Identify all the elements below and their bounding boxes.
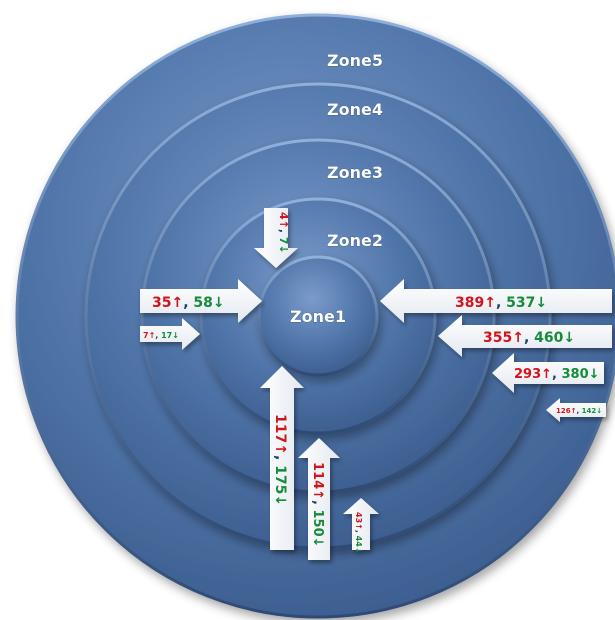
arrow-bottom-43-label: 43↑, 44↓ <box>354 512 363 554</box>
zone1-core <box>257 255 379 377</box>
arrow-left-7-label: 7↑, 17↓ <box>143 331 179 340</box>
flow-arrow-right-293: 293↑, 380↓ <box>492 353 604 393</box>
flow-arrow-bottom-114: 114↑, 150↓ <box>298 438 340 560</box>
zone-rings <box>15 13 615 619</box>
flow-arrow-left-7: 7↑, 17↓ <box>140 318 200 350</box>
arrow-left-35-label: 35↑, 58↓ <box>152 295 225 311</box>
flow-arrow-bottom-117: 117↑, 175↓ <box>260 366 304 550</box>
arrow-right-126-label: 126↑, 142↓ <box>556 407 602 415</box>
flow-arrow-bottom-43: 43↑, 44↓ <box>343 498 379 554</box>
zone4-label: Zone4 <box>327 100 383 119</box>
flow-arrow-top: 4↑, 7↓ <box>254 208 298 268</box>
zone5-label: Zone5 <box>327 51 383 70</box>
zone3-label: Zone3 <box>327 163 383 182</box>
arrow-right-389-label: 389↑, 537↓ <box>455 295 547 311</box>
flow-arrow-right-126: 126↑, 142↓ <box>546 398 606 422</box>
arrow-right-355-label: 355↑, 460↓ <box>483 330 575 346</box>
flow-arrow-left-35: 35↑, 58↓ <box>140 279 262 323</box>
flow-arrow-right-389: 389↑, 537↓ <box>380 279 612 323</box>
arrow-right-293-label: 293↑, 380↓ <box>514 367 600 382</box>
arrow-bottom-114-label: 114↑, 150↓ <box>310 462 325 548</box>
flow-arrow-right-355: 355↑, 460↓ <box>438 315 612 357</box>
zone1-label: Zone1 <box>290 307 346 326</box>
arrow-top-label: 4↑, 7↓ <box>277 212 290 254</box>
arrow-bottom-117-label: 117↑, 175↓ <box>272 414 288 506</box>
zone2-label: Zone2 <box>327 231 383 250</box>
